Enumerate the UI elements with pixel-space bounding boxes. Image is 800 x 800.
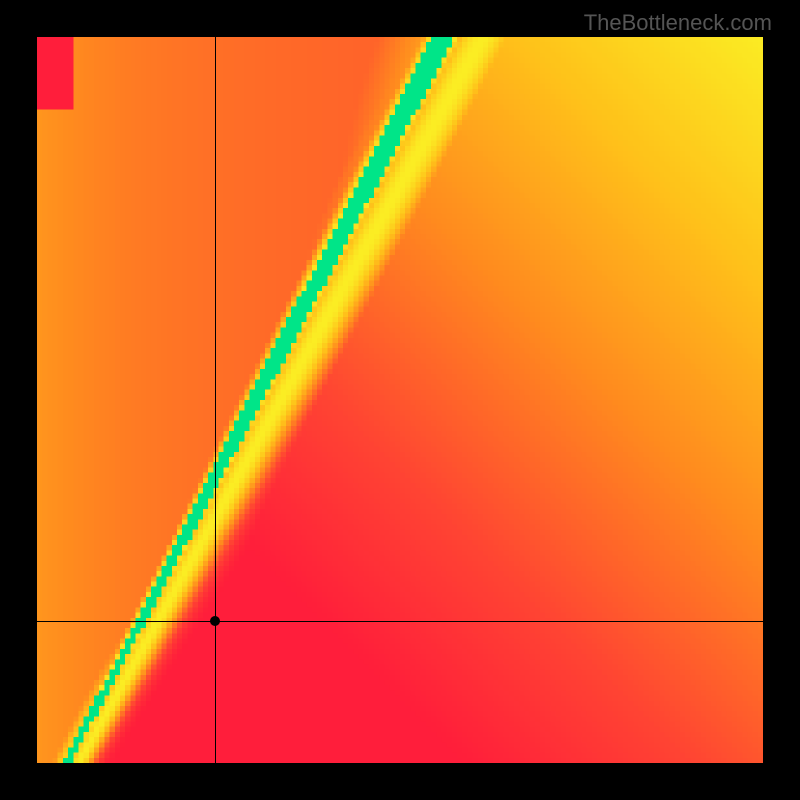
crosshair-horizontal [37, 621, 763, 622]
selection-marker [210, 616, 220, 626]
heatmap-canvas [37, 37, 763, 763]
crosshair-vertical [215, 37, 216, 763]
attribution-text: TheBottleneck.com [584, 10, 772, 36]
plot-area [37, 37, 763, 763]
